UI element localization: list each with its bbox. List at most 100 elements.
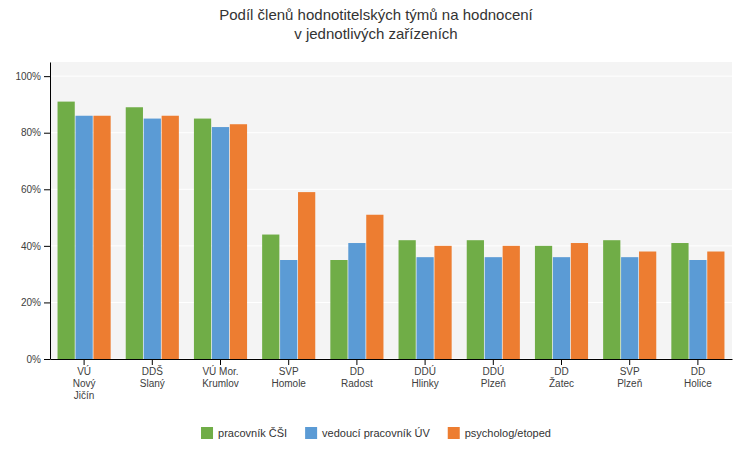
bar: [348, 243, 365, 359]
x-tick-label-line: DDÚ: [482, 365, 504, 377]
bar: [621, 257, 638, 359]
y-tick: 80%: [21, 127, 50, 138]
y-tick-mark: [44, 76, 50, 77]
x-tick-label-line: VÚ: [77, 365, 91, 377]
x-tick-label: VÚ Mor.Krumlov: [202, 365, 239, 389]
x-tick-label-line: Slaný: [140, 378, 165, 389]
x-tick-mark: [629, 359, 630, 365]
bar: [467, 240, 484, 359]
x-tick-mark: [425, 359, 426, 365]
x-tick: SVPPlzeň: [617, 359, 642, 389]
bar: [330, 260, 347, 359]
bar: [689, 260, 706, 359]
legend: pracovník ČŠI vedoucí pracovník ÚV psychol…: [201, 427, 551, 439]
x-tick-mark: [152, 359, 153, 365]
bar: [194, 119, 211, 359]
y-tick-mark: [44, 302, 50, 303]
bar: [280, 260, 297, 359]
legend-item: vedoucí pracovník ÚV: [305, 427, 430, 439]
y-tick: 40%: [21, 241, 50, 252]
grid: [50, 76, 732, 359]
x-tick-label: DDŠSlaný: [140, 365, 165, 389]
x-tick-label: VÚNovýJičín: [73, 365, 96, 401]
title-line: Podíl členů hodnotitelských týmů na hodn…: [219, 6, 533, 23]
bar: [212, 127, 229, 359]
x-tick-label: DDHolice: [684, 366, 712, 389]
legend-swatch: [448, 427, 460, 439]
x-tick: DDŽatec: [549, 359, 574, 389]
plot: 0% 20% 40% 60% 80% 100% VÚNovýJičín DDŠSlaný VÚ …: [15, 62, 732, 401]
legend-item: psycholog/etoped: [448, 427, 551, 439]
x-tick-label-line: Holice: [684, 378, 712, 389]
bar: [75, 116, 92, 359]
bar: [639, 252, 656, 359]
bar: [535, 246, 552, 359]
bar: [399, 240, 416, 359]
y-tick-mark: [44, 246, 50, 247]
y-tick-mark: [44, 359, 50, 360]
title-line: v jednotlivých zařízeních: [294, 25, 457, 42]
legend-label: psycholog/etoped: [465, 427, 551, 439]
bar-series: [58, 102, 689, 359]
bar: [571, 243, 588, 359]
x-tick-label-line: DD: [691, 366, 705, 377]
x-tick: DDRadost: [341, 359, 373, 389]
x-tick-label-line: SVP: [279, 366, 299, 377]
x-tick-mark: [493, 359, 494, 365]
bar: [93, 116, 110, 359]
grid-line: [50, 76, 732, 77]
x-tick-label: SVPHomole: [271, 366, 306, 389]
x-tick-mark: [697, 359, 698, 365]
bar: [262, 235, 279, 359]
legend-label: pracovník ČŠI: [218, 427, 287, 439]
x-tick-label-line: Plzeň: [481, 378, 506, 389]
bar: [503, 246, 520, 359]
legend-item: pracovník ČŠI: [201, 427, 287, 439]
y-tick-label: 100%: [15, 71, 41, 82]
y-tick: 20%: [21, 297, 50, 308]
x-tick-mark: [220, 359, 221, 365]
x-tick-label-line: SVP: [620, 366, 640, 377]
y-tick-mark: [44, 133, 50, 134]
bar-series: [75, 116, 706, 359]
x-tick-label: DDŽatec: [549, 366, 574, 389]
y-tick-label: 0%: [27, 354, 42, 365]
bar: [707, 252, 724, 359]
x-tick: DDHolice: [684, 359, 712, 389]
x-tick-label: DDÚPlzeň: [481, 365, 506, 389]
x-tick-label-line: DDÚ: [414, 365, 436, 377]
chart: Podíl členů hodnotitelských týmů na hodn…: [0, 0, 752, 451]
y-tick-mark: [44, 189, 50, 190]
x-tick-label-line: Homole: [271, 378, 306, 389]
bar: [298, 192, 315, 359]
bar: [144, 119, 161, 359]
x-tick-mark: [356, 359, 357, 365]
x-tick-mark: [561, 359, 562, 365]
x-tick: DDÚHlinky: [411, 359, 438, 389]
x-axis: VÚNovýJičínDDŠSlanýVÚ Mor.KrumlovSVPHomo…: [51, 359, 733, 401]
x-tick-label: DDRadost: [341, 366, 373, 389]
bar-series: [93, 116, 724, 359]
x-tick-label-line: Jičín: [74, 390, 95, 401]
bar: [366, 215, 383, 359]
bar: [603, 240, 620, 359]
x-tick-label-line: DDŠ: [142, 365, 163, 377]
bar: [58, 102, 75, 359]
x-tick: DDÚPlzeň: [481, 359, 506, 389]
x-tick-label-line: VÚ Mor.: [202, 365, 238, 377]
bar: [485, 257, 502, 359]
y-tick-label: 40%: [21, 241, 41, 252]
y-axis-line: [50, 63, 51, 360]
x-tick-label-line: DD: [554, 366, 568, 377]
x-tick-mark: [288, 359, 289, 365]
bar: [671, 243, 688, 359]
x-tick-label-line: Hlinky: [411, 378, 438, 389]
x-tick: DDŠSlaný: [140, 359, 165, 389]
y-tick-label: 80%: [21, 127, 41, 138]
x-tick: VÚNovýJičín: [73, 359, 96, 401]
x-tick-label: SVPPlzeň: [617, 366, 642, 389]
x-tick-label-line: DD: [350, 366, 364, 377]
y-tick-label: 60%: [21, 184, 41, 195]
x-tick-label-line: Žatec: [549, 377, 574, 389]
x-tick-mark: [84, 359, 85, 365]
